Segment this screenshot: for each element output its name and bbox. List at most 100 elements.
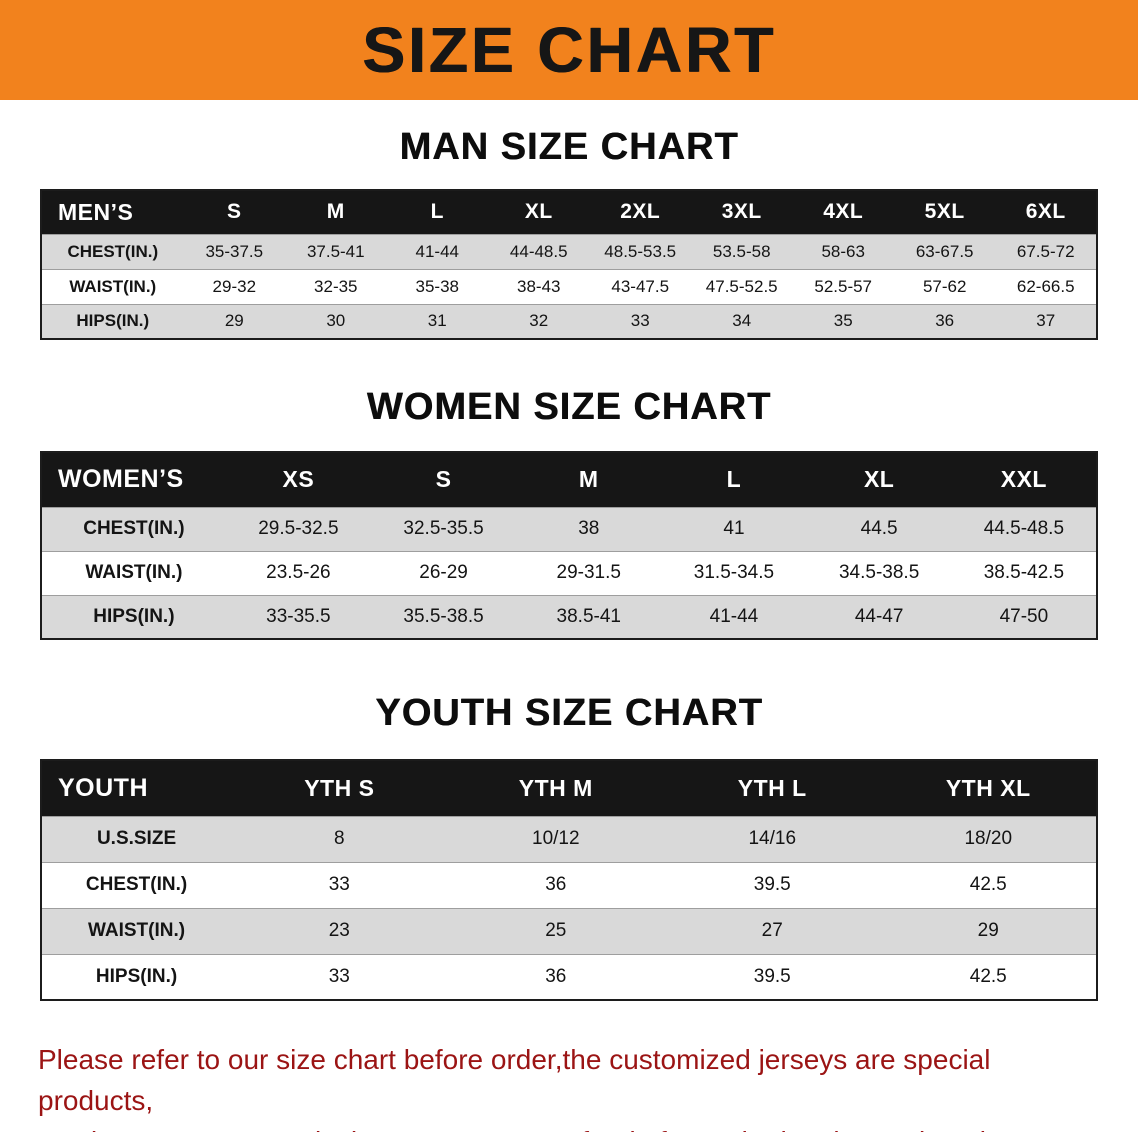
value-cell: 23 [231, 907, 448, 954]
value-cell: 32-35 [285, 268, 387, 304]
value-cell: 31.5-34.5 [661, 550, 807, 595]
table-row: WAIST(IN.) 23 25 27 29 [41, 907, 1097, 954]
size-column-header: L [430, 200, 444, 224]
women-size-section: WOMEN SIZE CHART WOMEN’S XS S M L XL XXL CHEST… [0, 386, 1138, 640]
value-cell: 38-43 [488, 268, 590, 304]
table-row: HIPS(IN.) 33-35.5 35.5-38.5 38.5-41 41-44 44-… [41, 594, 1097, 639]
women-table-body: CHEST(IN.) 29.5-32.5 32.5-35.5 38 41 44.5 44.5… [41, 506, 1097, 639]
value-cell: 42.5 [880, 953, 1097, 1000]
value-cell: 38 [516, 506, 662, 551]
value-cell: 37 [995, 303, 1097, 339]
size-column-header: YTH S [304, 774, 375, 801]
value-cell: 57-62 [893, 268, 996, 304]
value-cell: 42.5 [880, 861, 1097, 908]
size-column-header: YTH L [737, 774, 807, 801]
women-size-table: WOMEN’S XS S M L XL XXL CHEST(IN.) 29.5-32.5 32.… [40, 451, 1098, 640]
size-column-header: XS [282, 466, 315, 493]
size-column-header: XL [863, 466, 895, 493]
value-cell: 67.5-72 [995, 233, 1097, 269]
value-cell: 41-44 [661, 594, 807, 639]
value-cell: 29-32 [183, 268, 286, 304]
row-label-cell: HIPS(IN.) [41, 953, 232, 1000]
row-label-cell: CHEST(IN.) [41, 506, 226, 551]
value-cell: 27 [664, 907, 881, 954]
table-row: WAIST(IN.) 23.5-26 26-29 29-31.5 31.5-34.5 34… [41, 550, 1097, 595]
value-cell: 33-35.5 [225, 594, 371, 639]
size-column-header: YTH XL [945, 774, 1031, 801]
value-cell: 31 [386, 303, 488, 339]
value-cell: 14/16 [664, 815, 881, 862]
women-table-header-row: WOMEN’S XS S M L XL XXL [41, 452, 1097, 507]
value-cell: 44.5 [806, 506, 952, 551]
row-label-cell: WAIST(IN.) [41, 268, 184, 304]
size-column-header: M [326, 200, 345, 224]
value-cell: 30 [285, 303, 387, 339]
value-cell: 62-66.5 [995, 268, 1097, 304]
disclaimer-line-2: we don’t accept cancel, change, teturn o… [38, 1121, 1100, 1132]
value-cell: 52.5-57 [792, 268, 894, 304]
youth-size-section: YOUTH SIZE CHART YOUTH YTH S YTH M YTH L YTH… [0, 692, 1138, 1001]
size-chart-banner: SIZE CHART [0, 0, 1138, 100]
value-cell: 29-31.5 [516, 550, 662, 595]
table-row: CHEST(IN.) 33 36 39.5 42.5 [41, 861, 1097, 908]
size-column-header: 4XL [823, 200, 864, 224]
youth-section-heading: YOUTH SIZE CHART [375, 692, 763, 734]
value-cell: 43-47.5 [589, 268, 691, 304]
value-cell: 36 [447, 953, 665, 1000]
value-cell: 44-47 [806, 594, 952, 639]
value-cell: 63-67.5 [893, 233, 996, 269]
banner-title: SIZE CHART [362, 14, 776, 86]
size-column-header: 5XL [924, 200, 965, 224]
size-column-header: S [435, 466, 452, 493]
value-cell: 10/12 [447, 815, 665, 862]
row-label-cell: WAIST(IN.) [41, 550, 226, 595]
row-label-cell: HIPS(IN.) [41, 594, 226, 639]
youth-table-body: U.S.SIZE 8 10/12 14/16 18/20 CHEST(IN.) 33 36 39… [41, 815, 1097, 1000]
value-cell: 33 [231, 861, 448, 908]
men-size-table: MEN’S S M L XL 2XL 3XL 4XL 5XL 6XL CHEST(IN.) 35-3… [40, 189, 1098, 340]
value-cell: 32 [488, 303, 590, 339]
value-cell: 44.5-48.5 [951, 506, 1097, 551]
men-table-header-row: MEN’S S M L XL 2XL 3XL 4XL 5XL 6XL [41, 190, 1097, 234]
value-cell: 44-48.5 [488, 233, 590, 269]
row-label-cell: CHEST(IN.) [41, 861, 232, 908]
table-row: CHEST(IN.) 29.5-32.5 32.5-35.5 38 41 44.5 44.5… [41, 506, 1097, 551]
table-row: U.S.SIZE 8 10/12 14/16 18/20 [41, 815, 1097, 862]
value-cell: 29.5-32.5 [225, 506, 371, 551]
size-column-header: M [578, 466, 599, 493]
value-cell: 25 [447, 907, 665, 954]
value-cell: 41 [661, 506, 807, 551]
size-column-header: 2XL [620, 200, 661, 224]
value-cell: 41-44 [386, 233, 488, 269]
value-cell: 33 [589, 303, 691, 339]
value-cell: 53.5-58 [690, 233, 793, 269]
table-row: WAIST(IN.) 29-32 32-35 35-38 38-43 43-47.5 47.… [41, 268, 1097, 304]
value-cell: 35-38 [386, 268, 488, 304]
row-label-cell: CHEST(IN.) [41, 233, 184, 269]
table-row: HIPS(IN.) 33 36 39.5 42.5 [41, 953, 1097, 1000]
value-cell: 58-63 [792, 233, 894, 269]
value-cell: 38.5-41 [516, 594, 662, 639]
size-column-header: 3XL [721, 200, 762, 224]
size-column-header: L [726, 466, 742, 493]
row-label-cell: WAIST(IN.) [41, 907, 232, 954]
row-label-cell: U.S.SIZE [41, 815, 232, 862]
women-section-heading: WOMEN SIZE CHART [366, 386, 772, 428]
table-group-label: WOMEN’S [58, 465, 184, 494]
table-group-label: YOUTH [58, 773, 148, 802]
value-cell: 36 [893, 303, 996, 339]
value-cell: 38.5-42.5 [951, 550, 1097, 595]
size-column-header: YTH M [518, 774, 593, 801]
men-table-body: CHEST(IN.) 35-37.5 37.5-41 41-44 44-48.5 48.5… [41, 233, 1097, 339]
men-section-heading: MAN SIZE CHART [399, 126, 739, 168]
size-column-header: 6XL [1025, 200, 1066, 224]
size-column-header: S [227, 200, 242, 224]
youth-table-header-row: YOUTH YTH S YTH M YTH L YTH XL [41, 760, 1097, 816]
men-size-section: MAN SIZE CHART MEN’S S M L XL 2XL 3XL 4XL 5XL 6XL… [0, 126, 1138, 340]
value-cell: 47-50 [951, 594, 1097, 639]
value-cell: 39.5 [664, 953, 881, 1000]
row-label-cell: HIPS(IN.) [41, 303, 184, 339]
value-cell: 35 [792, 303, 894, 339]
value-cell: 26-29 [370, 550, 517, 595]
value-cell: 32.5-35.5 [370, 506, 517, 551]
